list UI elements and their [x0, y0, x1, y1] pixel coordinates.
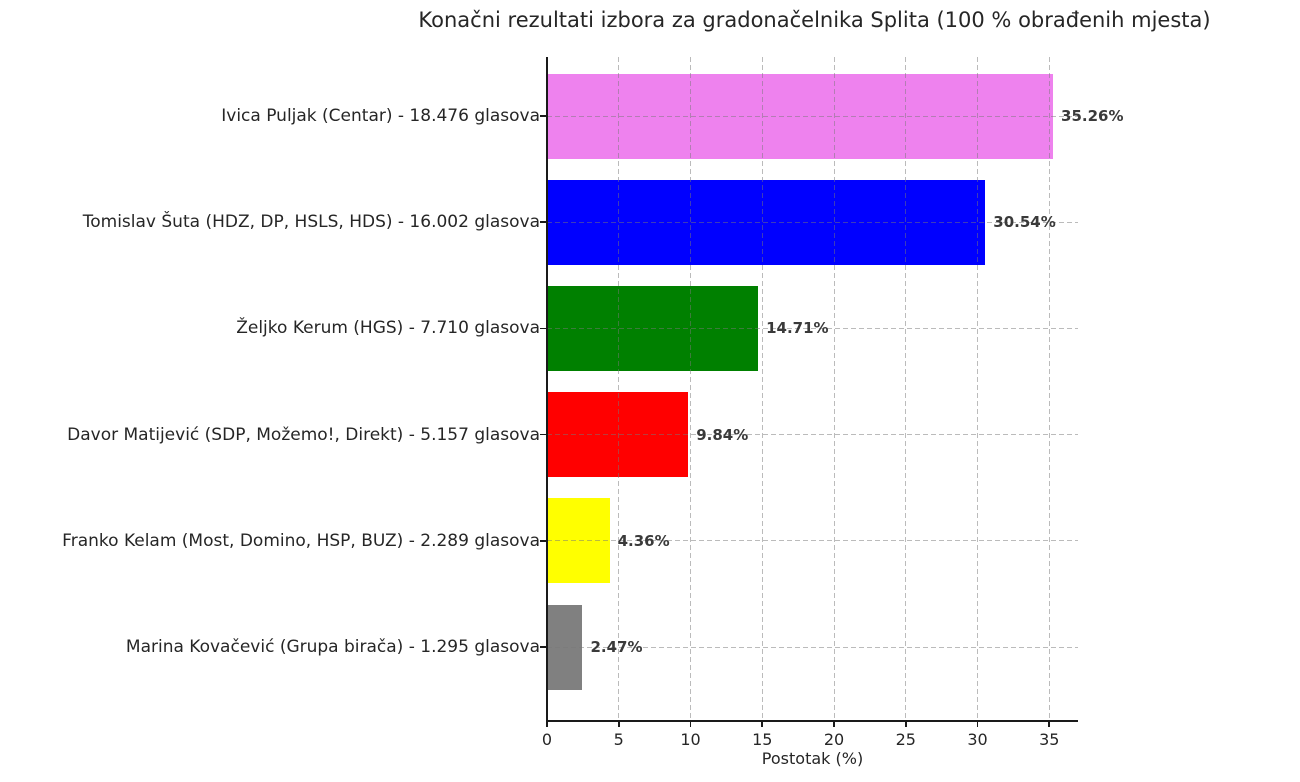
y-tick-mark	[540, 327, 546, 330]
x-tick-mark	[976, 722, 979, 727]
category-label: Željko Kerum (HGS) - 7.710 glasova	[236, 318, 540, 339]
grid-line-vertical	[1048, 57, 1050, 720]
bar-value-label: 4.36%	[617, 531, 670, 550]
x-axis-spine	[546, 720, 1078, 722]
plot-area: 0 5 10 15 20 25 30 35 35.26% 30.54% 14.71% 9.84% 4.3…	[540, 57, 1124, 749]
grid-line-horizontal	[547, 221, 1078, 223]
y-tick-mark	[540, 646, 546, 648]
chart-title: Konačni rezultati izbora za gradonačelni…	[418, 8, 1211, 32]
x-tick-mark	[761, 722, 764, 727]
x-tick-label: 15	[752, 730, 773, 749]
x-tick-mark	[904, 722, 907, 727]
grid-line-vertical	[977, 57, 979, 720]
category-label: Davor Matijević (SDP, Možemo!, Direkt) -…	[67, 424, 540, 445]
y-axis-spine	[546, 57, 548, 721]
y-tick-mark	[540, 221, 546, 223]
bar-value-label: 30.54%	[993, 213, 1056, 232]
grid-line-horizontal	[547, 327, 1078, 329]
grid-line-vertical	[905, 57, 907, 720]
bar-value-label: 2.47%	[590, 638, 643, 656]
bar-value-label: 35.26%	[1061, 107, 1124, 125]
grid-line-horizontal	[547, 540, 1078, 542]
grid-line-vertical	[761, 57, 763, 720]
grid-line-vertical	[618, 57, 620, 720]
x-tick-mark	[689, 722, 692, 727]
x-tick-label: 25	[895, 730, 916, 749]
category-label: Ivica Puljak (Centar) - 18.476 glasova	[221, 106, 540, 126]
grid-line-horizontal	[547, 115, 1078, 117]
x-tick-label: 30	[967, 730, 988, 749]
x-tick-mark	[1048, 722, 1051, 727]
x-tick-mark	[546, 722, 548, 727]
category-label: Marina Kovačević (Grupa birača) - 1.295 …	[125, 637, 540, 657]
category-label: Franko Kelam (Most, Domino, HSP, BUZ) - …	[62, 530, 540, 551]
y-tick-mark	[540, 540, 546, 542]
grid-line-vertical	[690, 57, 691, 720]
x-tick-mark	[617, 722, 620, 727]
x-tick-label: 20	[823, 730, 845, 749]
x-tick-mark	[833, 722, 835, 727]
grid-line-horizontal	[547, 646, 1078, 648]
x-tick-label: 0	[541, 730, 553, 749]
bar-value-label: 14.71%	[766, 319, 829, 338]
grid-line-horizontal	[547, 434, 1078, 436]
bar-value-label: 9.84%	[696, 425, 749, 444]
y-tick-mark	[540, 115, 546, 117]
x-tick-label: 35	[1039, 730, 1060, 749]
x-tick-label: 5	[613, 730, 624, 749]
x-tick-label: 10	[680, 730, 701, 749]
x-axis-label: Postotak (%)	[761, 749, 864, 768]
category-label: Tomislav Šuta (HDZ, DP, HSLS, HDS) - 16.…	[82, 212, 540, 233]
grid-line-vertical	[833, 57, 835, 720]
y-tick-mark	[540, 433, 546, 436]
